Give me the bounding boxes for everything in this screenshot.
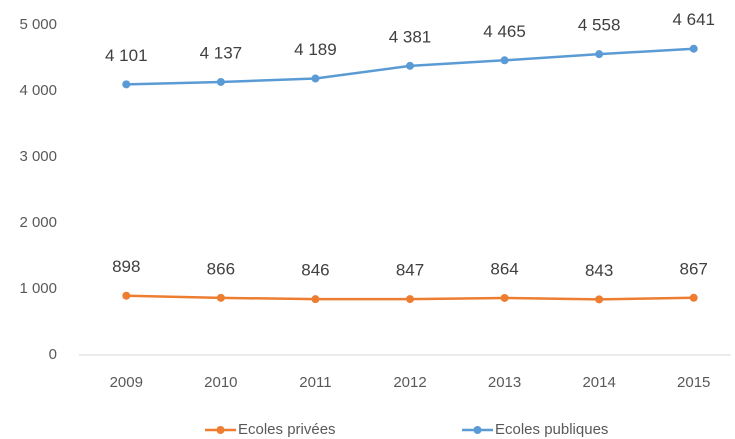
y-tick-label: 2 000	[19, 214, 57, 231]
x-tick-label: 2009	[110, 374, 143, 391]
data-label: 843	[585, 261, 613, 280]
point	[500, 293, 509, 302]
data-label: 847	[396, 261, 424, 280]
data-label: 4 101	[105, 46, 148, 65]
data-label: 867	[680, 259, 708, 278]
point	[216, 293, 225, 302]
point	[406, 295, 414, 304]
point	[500, 56, 509, 65]
legend-label: Ecoles privées	[238, 421, 336, 438]
data-label: 4 381	[389, 27, 432, 46]
y-tick-label: 1 000	[19, 280, 57, 297]
y-tick-label: 3 000	[19, 148, 57, 165]
point	[689, 293, 698, 302]
data-label: 846	[301, 261, 329, 280]
x-tick-label: 2015	[677, 374, 710, 391]
point	[122, 80, 131, 89]
y-tick-label: 0	[49, 346, 57, 363]
legend-dot	[216, 426, 225, 434]
point	[122, 291, 131, 300]
point	[406, 61, 414, 70]
data-label: 864	[490, 259, 518, 278]
y-tick-label: 5 000	[19, 16, 57, 33]
x-tick-label: 2014	[582, 374, 615, 391]
data-label: 4 558	[578, 16, 621, 35]
point	[311, 74, 320, 83]
point	[595, 295, 604, 304]
point	[311, 295, 320, 304]
data-label: 4 189	[294, 40, 337, 59]
data-label: 898	[112, 257, 140, 276]
point	[216, 77, 225, 86]
data-label: 4 137	[200, 43, 243, 62]
x-tick-label: 2012	[393, 374, 426, 391]
point	[595, 50, 604, 59]
data-label: 4 641	[672, 10, 715, 29]
y-tick-label: 4 000	[19, 82, 57, 99]
x-tick-label: 2010	[204, 374, 237, 391]
legend-dot	[473, 426, 482, 434]
x-tick-label: 2011	[299, 374, 331, 391]
point	[689, 44, 698, 53]
data-label: 866	[207, 259, 235, 278]
x-tick-label: 2013	[488, 374, 521, 391]
legend-label: Ecoles publiques	[495, 421, 608, 438]
data-label: 4 465	[483, 22, 526, 41]
